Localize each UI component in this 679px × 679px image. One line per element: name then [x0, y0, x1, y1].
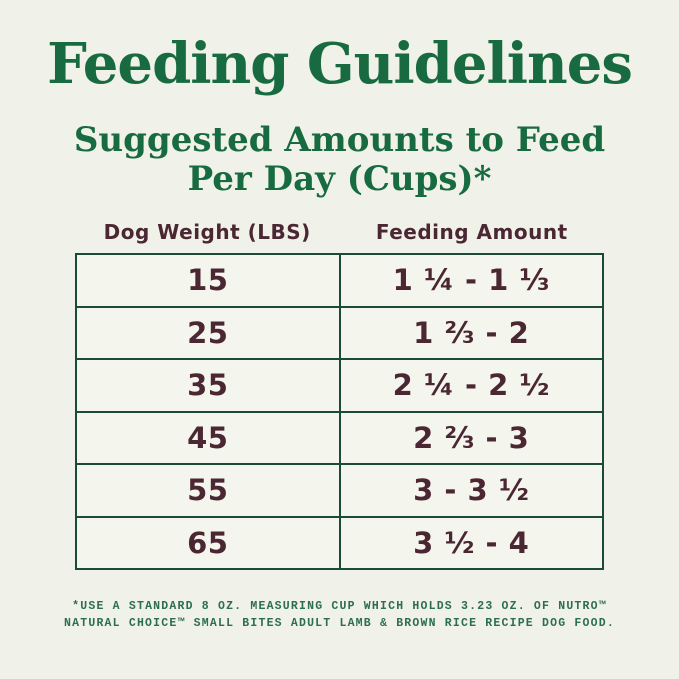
table-row: 55 3 - 3 ½: [77, 463, 602, 516]
feeding-amount-cell: 2 ¼ - 2 ½: [338, 360, 603, 411]
page-subtitle-line-1: Suggested Amounts to Feed: [73, 120, 606, 160]
dog-weight-cell: 45: [187, 420, 229, 455]
table-row: 35 2 ¼ - 2 ½: [77, 358, 602, 411]
feeding-amount-cell: 2 ⅔ - 3: [338, 412, 603, 463]
feeding-amount-cell: 1 ¼ - 1 ⅓: [338, 255, 603, 306]
feeding-table: 15 1 ¼ - 1 ⅓ 25 1 ⅔ - 2 35 2 ¼ - 2 ½ 45 …: [75, 253, 604, 570]
column-header-feeding-amount: Feeding Amount: [375, 220, 568, 244]
measuring-cup-footnote: *USE A STANDARD 8 OZ. MEASURING CUP WHIC…: [0, 598, 679, 632]
feeding-amount-cell: 1 ⅔ - 2: [338, 307, 603, 358]
page-subtitle-line-2: Per Day (Cups)*: [187, 159, 492, 199]
dog-weight-cell: 55: [187, 473, 229, 508]
feeding-amount-cell: 3 ½ - 4: [338, 517, 603, 568]
footnote-line-1: *USE A STANDARD 8 OZ. MEASURING CUP WHIC…: [72, 600, 607, 613]
dog-weight-cell: 25: [187, 315, 229, 350]
dog-weight-cell: 65: [187, 525, 229, 560]
page-subtitle: Suggested Amounts to Feed Per Day (Cups)…: [0, 121, 679, 199]
feeding-amount-cell: 3 - 3 ½: [338, 465, 603, 516]
footnote-line-2: NATURAL CHOICE™ SMALL BITES ADULT LAMB &…: [64, 617, 615, 630]
page-title: Feeding Guidelines: [47, 31, 633, 97]
table-row: 45 2 ⅔ - 3: [77, 410, 603, 463]
table-row: 25 1 ⅔ - 2: [77, 305, 603, 358]
dog-weight-cell: 35: [187, 368, 229, 403]
dog-weight-cell: 15: [187, 263, 229, 298]
column-header-dog-weight: Dog Weight (LBS): [103, 220, 311, 244]
table-row: 65 3 ½ - 4: [77, 515, 603, 568]
table-column-headers: Dog Weight (LBS) Feeding Amount: [75, 217, 604, 247]
table-row: 15 1 ¼ - 1 ⅓: [77, 255, 602, 306]
